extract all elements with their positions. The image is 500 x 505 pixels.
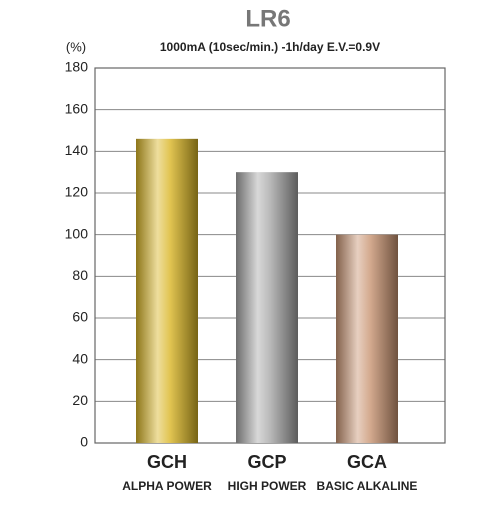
- y-tick-label: 0: [80, 434, 88, 450]
- x-tick-description: BASIC ALKALINE: [317, 479, 418, 493]
- y-tick-label: 180: [65, 59, 89, 75]
- bar: [236, 172, 298, 443]
- x-tick-label: GCH: [147, 452, 187, 472]
- y-tick-label: 100: [65, 225, 89, 241]
- x-tick-description: HIGH POWER: [228, 479, 307, 493]
- chart-subtitle: 1000mA (10sec/min.) -1h/day E.V.=0.9V: [160, 40, 380, 54]
- y-axis-label: (%): [66, 39, 86, 54]
- x-tick-label: GCA: [347, 452, 387, 472]
- x-tick-description: ALPHA POWER: [122, 479, 212, 493]
- y-tick-label: 160: [65, 100, 89, 116]
- y-tick-label: 140: [65, 142, 89, 158]
- y-tick-label: 20: [72, 392, 88, 408]
- bar: [136, 138, 198, 444]
- chart-title: LR6: [245, 5, 290, 32]
- bar: [336, 234, 398, 443]
- y-tick-label: 120: [65, 184, 89, 200]
- x-tick-label: GCP: [247, 452, 286, 472]
- y-tick-label: 40: [72, 350, 88, 366]
- y-tick-label: 80: [72, 267, 88, 283]
- y-tick-label: 60: [72, 309, 88, 325]
